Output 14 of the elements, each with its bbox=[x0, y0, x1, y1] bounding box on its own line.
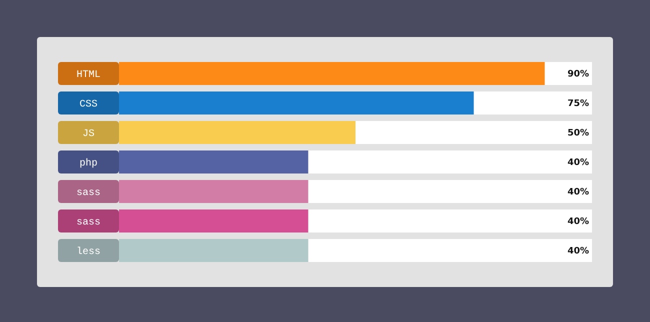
data-label: 40% bbox=[567, 217, 589, 228]
y-tick-label: sass bbox=[76, 217, 101, 228]
y-tick-label: JS bbox=[82, 129, 95, 140]
data-label: 40% bbox=[567, 246, 589, 257]
data-label: 50% bbox=[567, 128, 589, 139]
y-tick-label: sass bbox=[76, 188, 101, 199]
data-label: 75% bbox=[567, 99, 589, 110]
data-label: 90% bbox=[567, 70, 589, 80]
y-tick-label: HTML bbox=[76, 70, 101, 82]
data-label: 40% bbox=[567, 188, 589, 198]
y-tick-label: CSS bbox=[79, 100, 98, 111]
y-tick-label: php bbox=[79, 158, 98, 170]
y-tick-label: less bbox=[76, 246, 101, 258]
data-label: 40% bbox=[567, 158, 589, 168]
